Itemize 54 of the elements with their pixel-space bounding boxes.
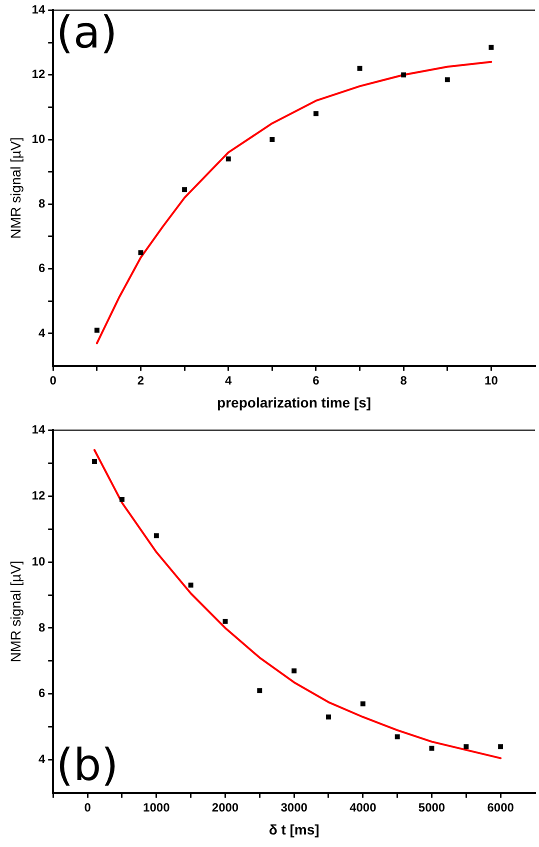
point xyxy=(292,668,297,674)
x-axis-title: δ t [ms] xyxy=(268,821,320,838)
point xyxy=(401,72,406,78)
point xyxy=(182,187,188,192)
y-tick-label: 4 xyxy=(38,326,46,340)
annotation: (b) xyxy=(56,740,118,792)
x-tick-label: 1000 xyxy=(143,800,170,814)
y-tick-label: 12 xyxy=(32,67,46,82)
point xyxy=(94,328,100,333)
point xyxy=(464,744,469,750)
y-tick-label: 12 xyxy=(32,488,46,502)
annotation: (a) xyxy=(56,8,118,59)
x-tick-label: 0 xyxy=(50,373,57,388)
point xyxy=(314,111,318,116)
point xyxy=(488,44,494,50)
y-tick-label: 14 xyxy=(32,2,46,17)
y-tick-label: 4 xyxy=(38,752,46,766)
point xyxy=(357,66,362,71)
point xyxy=(498,744,504,750)
point xyxy=(270,137,275,142)
y-tick-label: 8 xyxy=(38,196,46,210)
x-tick-label: 5000 xyxy=(418,800,446,814)
point xyxy=(188,582,194,588)
y-tick-label: 6 xyxy=(38,686,46,700)
point xyxy=(444,77,450,82)
point xyxy=(226,156,231,162)
y-tick-label: 10 xyxy=(32,132,46,146)
point xyxy=(394,734,400,740)
point xyxy=(429,746,434,751)
point xyxy=(138,250,144,256)
point xyxy=(92,459,97,464)
y-tick-label: 14 xyxy=(32,422,46,437)
x-tick-label: 3000 xyxy=(280,800,308,814)
y-axis-title: NMR signal [µV] xyxy=(7,560,24,662)
x-tick-label: 6000 xyxy=(487,800,514,814)
x-tick-label: 10 xyxy=(484,373,498,388)
x-tick-label: 4 xyxy=(225,373,232,388)
x-tick-label: 0 xyxy=(84,800,92,814)
x-axis-title: prepolarization time [s] xyxy=(217,394,372,410)
point xyxy=(120,496,124,502)
point xyxy=(360,701,366,706)
point xyxy=(257,688,262,694)
point xyxy=(326,714,331,720)
x-tick-label: 2000 xyxy=(212,800,239,814)
y-tick-label: 8 xyxy=(38,620,46,634)
point xyxy=(154,533,159,538)
y-tick-label: 10 xyxy=(32,554,46,568)
x-tick-label: 8 xyxy=(400,373,408,388)
y-tick-label: 6 xyxy=(38,261,46,276)
x-tick-label: 2 xyxy=(137,373,144,388)
x-tick-label: 4000 xyxy=(350,800,377,814)
x-tick-label: 6 xyxy=(312,373,320,388)
point xyxy=(222,618,228,624)
y-axis-title: NMR signal [µV] xyxy=(7,137,24,239)
